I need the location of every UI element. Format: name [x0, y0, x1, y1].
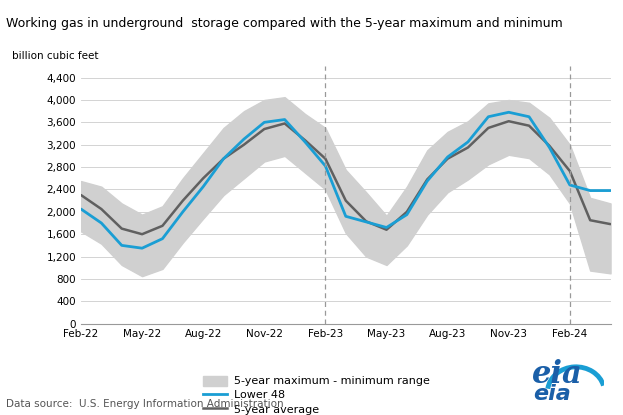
Text: Working gas in underground  storage compared with the 5-year maximum and minimum: Working gas in underground storage compa…: [6, 17, 563, 29]
Text: billion cubic feet: billion cubic feet: [12, 51, 98, 61]
Legend: 5-year maximum - minimum range, Lower 48, 5-year average: 5-year maximum - minimum range, Lower 48…: [203, 376, 430, 415]
Text: eia: eia: [532, 359, 583, 390]
Text: Data source:  U.S. Energy Information Administration: Data source: U.S. Energy Information Adm…: [6, 399, 284, 409]
Text: eia: eia: [533, 384, 571, 404]
